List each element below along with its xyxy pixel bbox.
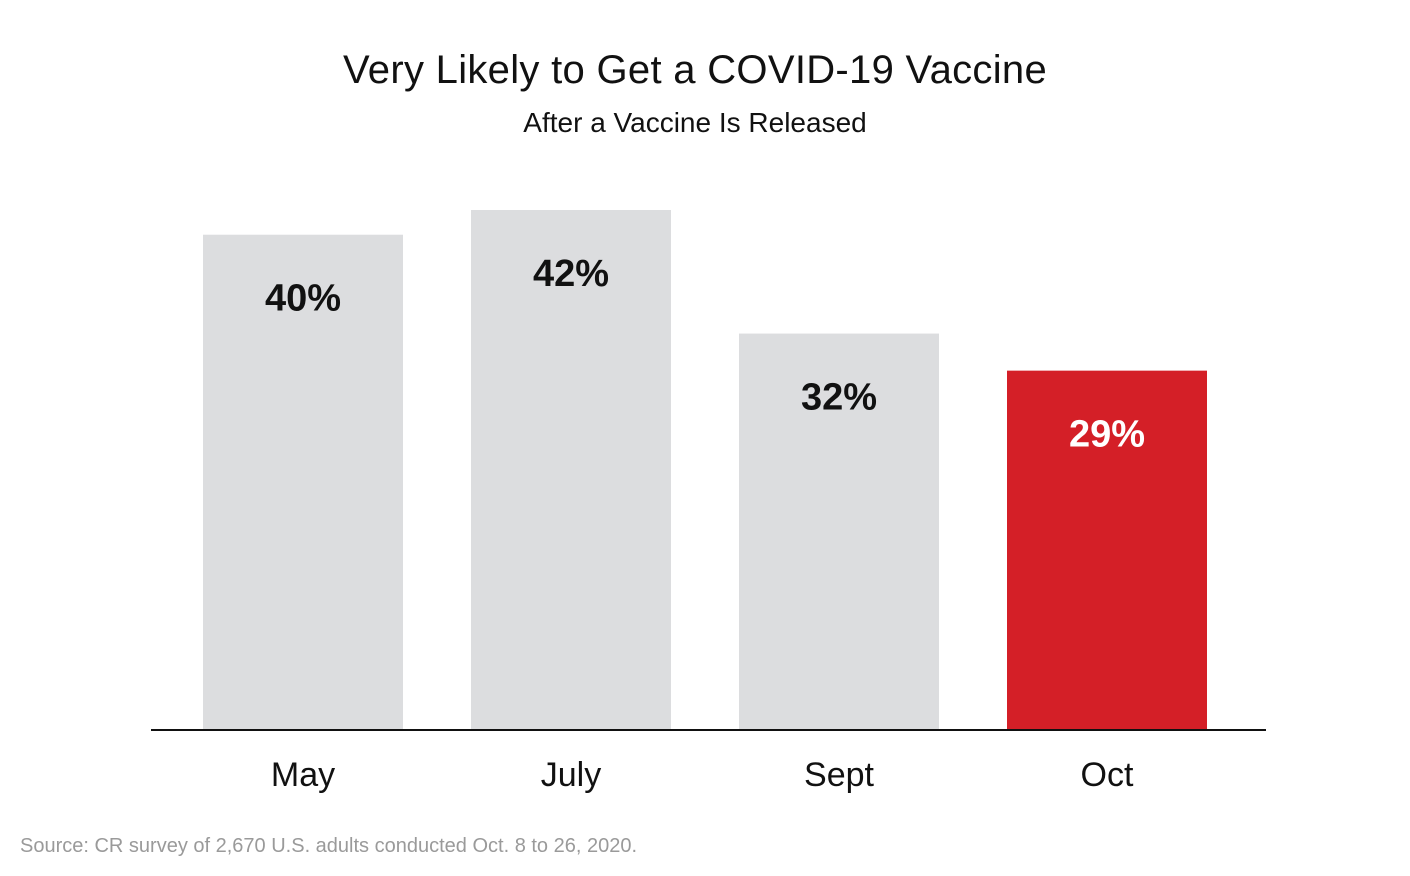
- chart-title: Very Likely to Get a COVID-19 Vaccine: [343, 48, 1047, 92]
- chart-subtitle: After a Vaccine Is Released: [523, 107, 867, 138]
- source-note: Source: CR survey of 2,670 U.S. adults c…: [20, 835, 638, 857]
- bar-value-label: 40%: [265, 278, 341, 320]
- bar-may: [203, 234, 403, 729]
- bar-value-label: 42%: [533, 253, 609, 295]
- x-tick-label: July: [541, 756, 601, 794]
- x-tick-label: Oct: [1081, 756, 1134, 794]
- bar-value-label: 32%: [801, 377, 877, 419]
- bar-sept: [739, 333, 939, 729]
- x-tick-label: May: [271, 756, 335, 794]
- bar-july: [471, 210, 671, 729]
- x-tick-label: Sept: [804, 756, 874, 794]
- bar-oct: [1007, 370, 1207, 729]
- bar-value-label: 29%: [1069, 414, 1145, 456]
